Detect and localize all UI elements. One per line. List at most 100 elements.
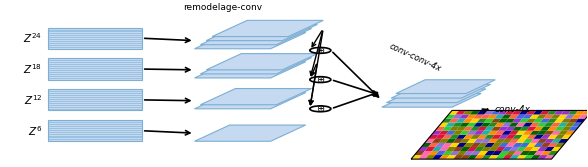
Polygon shape bbox=[582, 110, 588, 115]
Polygon shape bbox=[495, 147, 506, 151]
Polygon shape bbox=[439, 139, 449, 143]
Text: $Z^{12}$: $Z^{12}$ bbox=[24, 93, 42, 107]
Polygon shape bbox=[449, 127, 459, 131]
Polygon shape bbox=[495, 115, 505, 119]
Polygon shape bbox=[485, 151, 495, 155]
Polygon shape bbox=[569, 127, 579, 131]
Polygon shape bbox=[495, 139, 505, 143]
Polygon shape bbox=[481, 155, 492, 159]
Polygon shape bbox=[474, 131, 484, 135]
Polygon shape bbox=[541, 151, 552, 155]
Polygon shape bbox=[516, 139, 526, 143]
Polygon shape bbox=[480, 115, 491, 119]
Polygon shape bbox=[564, 115, 575, 119]
Polygon shape bbox=[551, 131, 562, 135]
Polygon shape bbox=[474, 147, 485, 151]
Text: $\oplus$: $\oplus$ bbox=[316, 103, 325, 114]
Polygon shape bbox=[506, 151, 516, 155]
Polygon shape bbox=[488, 155, 499, 159]
Polygon shape bbox=[557, 115, 568, 119]
Polygon shape bbox=[449, 143, 460, 147]
Polygon shape bbox=[575, 119, 586, 123]
Polygon shape bbox=[460, 131, 470, 135]
Polygon shape bbox=[439, 147, 449, 151]
Polygon shape bbox=[445, 115, 456, 119]
Polygon shape bbox=[450, 151, 460, 155]
Polygon shape bbox=[477, 143, 488, 147]
Polygon shape bbox=[537, 131, 547, 135]
Polygon shape bbox=[463, 143, 474, 147]
Polygon shape bbox=[498, 110, 508, 115]
Polygon shape bbox=[491, 127, 502, 131]
Polygon shape bbox=[432, 131, 442, 135]
Polygon shape bbox=[516, 123, 526, 127]
Polygon shape bbox=[519, 135, 530, 139]
Polygon shape bbox=[499, 151, 509, 155]
Polygon shape bbox=[533, 135, 544, 139]
Polygon shape bbox=[534, 143, 544, 147]
Polygon shape bbox=[477, 110, 487, 115]
Polygon shape bbox=[565, 131, 576, 135]
Polygon shape bbox=[526, 110, 536, 115]
Polygon shape bbox=[502, 147, 513, 151]
Polygon shape bbox=[418, 147, 428, 151]
Polygon shape bbox=[473, 123, 484, 127]
Polygon shape bbox=[547, 110, 557, 115]
Polygon shape bbox=[466, 115, 477, 119]
Polygon shape bbox=[201, 58, 312, 74]
Polygon shape bbox=[523, 155, 534, 159]
Polygon shape bbox=[452, 123, 463, 127]
Polygon shape bbox=[498, 119, 509, 123]
Polygon shape bbox=[487, 123, 498, 127]
FancyBboxPatch shape bbox=[48, 89, 142, 110]
Polygon shape bbox=[477, 119, 487, 123]
Polygon shape bbox=[523, 123, 533, 127]
Polygon shape bbox=[509, 123, 519, 127]
Polygon shape bbox=[477, 127, 487, 131]
Polygon shape bbox=[470, 151, 481, 155]
Polygon shape bbox=[195, 62, 306, 78]
Polygon shape bbox=[544, 147, 554, 151]
Polygon shape bbox=[540, 110, 550, 115]
Polygon shape bbox=[550, 115, 561, 119]
Polygon shape bbox=[456, 143, 467, 147]
Polygon shape bbox=[505, 135, 516, 139]
Polygon shape bbox=[523, 139, 533, 143]
Polygon shape bbox=[449, 119, 459, 123]
Polygon shape bbox=[548, 151, 559, 155]
Polygon shape bbox=[442, 143, 453, 147]
Polygon shape bbox=[516, 147, 527, 151]
Polygon shape bbox=[391, 84, 490, 98]
Polygon shape bbox=[411, 155, 422, 159]
Polygon shape bbox=[446, 147, 456, 151]
Polygon shape bbox=[481, 147, 492, 151]
Polygon shape bbox=[502, 123, 512, 127]
Polygon shape bbox=[474, 139, 485, 143]
Polygon shape bbox=[456, 127, 466, 131]
Polygon shape bbox=[509, 155, 520, 159]
Polygon shape bbox=[470, 110, 480, 115]
Polygon shape bbox=[429, 151, 439, 155]
Polygon shape bbox=[428, 143, 439, 147]
Polygon shape bbox=[540, 119, 550, 123]
Polygon shape bbox=[201, 28, 312, 45]
Polygon shape bbox=[533, 127, 544, 131]
Polygon shape bbox=[442, 119, 452, 123]
Polygon shape bbox=[428, 135, 439, 139]
Polygon shape bbox=[564, 123, 575, 127]
Polygon shape bbox=[537, 139, 547, 143]
Polygon shape bbox=[195, 93, 306, 109]
Polygon shape bbox=[382, 93, 481, 107]
Polygon shape bbox=[206, 24, 318, 41]
Polygon shape bbox=[561, 119, 572, 123]
Polygon shape bbox=[439, 131, 449, 135]
Polygon shape bbox=[512, 127, 523, 131]
Polygon shape bbox=[506, 143, 516, 147]
Polygon shape bbox=[547, 135, 558, 139]
Polygon shape bbox=[386, 89, 486, 103]
Polygon shape bbox=[463, 127, 473, 131]
Polygon shape bbox=[470, 135, 480, 139]
Polygon shape bbox=[435, 135, 446, 139]
Polygon shape bbox=[495, 155, 506, 159]
Polygon shape bbox=[453, 147, 463, 151]
